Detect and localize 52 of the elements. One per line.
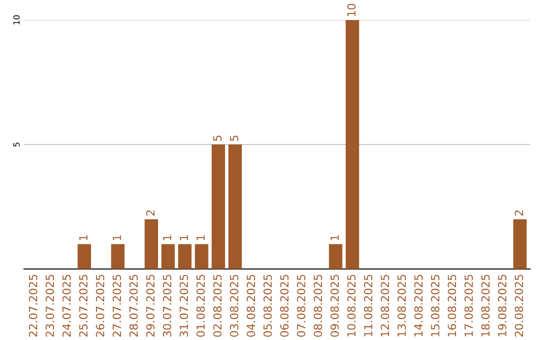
x-tick-label: 29.07.2025 [146, 274, 155, 337]
bar [144, 219, 158, 269]
x-tick-label: 06.08.2025 [280, 274, 289, 337]
x-tick-label: 04.08.2025 [246, 274, 256, 337]
x-tick-label: 01.08.2025 [196, 274, 205, 337]
x-tick-label: 13.08.2025 [397, 274, 406, 336]
bar [212, 144, 226, 269]
x-tick-label: 23.07.2025 [46, 274, 54, 337]
x-tick-label: 11.08.2025 [364, 274, 372, 336]
bar [78, 244, 92, 269]
data-label: 10 [347, 4, 356, 16]
data-label: 1 [196, 235, 205, 240]
x-tick-label: 27.07.2025 [112, 274, 122, 337]
bar [513, 219, 527, 269]
bar [346, 20, 360, 269]
x-tick-label: 31.07.2025 [180, 274, 188, 337]
x-tick-label: 26.07.2025 [96, 274, 104, 337]
data-label: 5 [230, 136, 238, 141]
x-tick-label: 20.08.2025 [514, 274, 524, 337]
x-tick-label: 08.08.2025 [314, 274, 322, 337]
data-label: 2 [146, 210, 154, 216]
x-tick-label: 16.08.2025 [448, 274, 456, 336]
x-tick-label: 02.08.2025 [213, 274, 222, 337]
data-label: 1 [163, 235, 172, 240]
data-label: 1 [180, 235, 188, 240]
x-tick-label: 07.08.2025 [296, 274, 306, 337]
x-tick-label: 12.08.2025 [380, 274, 390, 336]
data-label: 1 [112, 235, 121, 240]
data-label: 2 [514, 210, 524, 216]
x-tick-label: 09.08.2025 [330, 274, 339, 337]
x-tick-label: 03.08.2025 [230, 274, 238, 337]
data-label: 1 [330, 235, 339, 240]
x-tick-label: 10.08.2025 [347, 274, 356, 336]
bar [228, 144, 242, 269]
x-tick-label: 05.08.2025 [263, 274, 272, 337]
x-tick-label: 25.07.2025 [79, 274, 88, 337]
x-tick-label: 30.07.2025 [162, 274, 172, 337]
bar [111, 244, 125, 269]
data-label: 1 [79, 235, 88, 240]
bar [161, 244, 175, 269]
x-tick-label: 22.07.2025 [28, 274, 38, 337]
x-tick-label: 17.08.2025 [464, 274, 473, 336]
x-tick-label: 28.07.2025 [129, 274, 138, 337]
x-tick-label: 15.08.2025 [430, 274, 440, 336]
bar [178, 244, 192, 269]
x-tick-label: 19.08.2025 [498, 274, 506, 336]
x-tick-label: 24.07.2025 [62, 274, 71, 337]
x-tick-label: 14.08.2025 [414, 274, 423, 336]
data-label: 5 [213, 136, 222, 141]
bar [194, 244, 208, 269]
bar [328, 244, 342, 269]
x-tick-label: 18.08.2025 [481, 274, 490, 336]
